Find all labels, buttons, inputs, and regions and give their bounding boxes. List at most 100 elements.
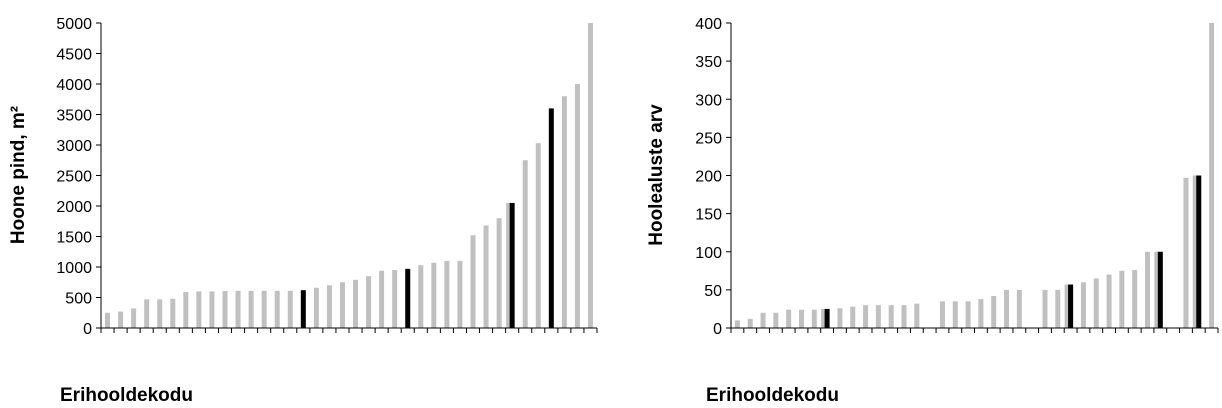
bar [248, 290, 254, 328]
bar [209, 291, 215, 328]
axes [726, 22, 1219, 333]
bar [734, 320, 740, 328]
bar [914, 303, 920, 328]
y-tick-label: 150 [695, 207, 722, 224]
bar-series [734, 23, 1215, 328]
y-tick-label: 3000 [56, 138, 92, 155]
bar [183, 292, 189, 328]
bar [1055, 289, 1061, 328]
bar-highlighted [824, 308, 830, 328]
bar-highlighted [1068, 284, 1074, 328]
bar [157, 299, 163, 328]
y-tick-label: 1500 [56, 230, 92, 247]
bar [274, 290, 280, 328]
bar [991, 295, 997, 328]
bar [952, 301, 958, 328]
bar [1132, 270, 1138, 328]
bar [1119, 270, 1125, 328]
bar [457, 260, 463, 328]
x-axis-label: Erihooldekodu [706, 385, 839, 406]
bar [287, 290, 293, 328]
y-tick-label: 2000 [56, 199, 92, 216]
bar [965, 301, 971, 328]
bar [760, 312, 766, 328]
bar [313, 287, 319, 328]
bar [339, 282, 345, 328]
y-tick-label: 350 [695, 54, 722, 71]
bar [1080, 282, 1086, 328]
bar [837, 308, 843, 328]
y-tick-label: 50 [704, 283, 722, 300]
y-tick-label: 0 [83, 321, 92, 338]
bar [1106, 274, 1112, 328]
bar [470, 235, 476, 328]
y-tick-label: 300 [695, 92, 722, 109]
bar-highlighted [1157, 251, 1163, 328]
y-tick-label: 1000 [56, 260, 92, 277]
bar [235, 290, 241, 328]
bar [888, 305, 894, 328]
bar [798, 309, 804, 328]
bar [326, 285, 332, 328]
bar [875, 305, 881, 328]
y-tick-label: 4000 [56, 77, 92, 94]
bar [587, 23, 593, 328]
axes [96, 22, 598, 333]
bar-companion [1192, 175, 1198, 328]
y-tick-label: 500 [65, 291, 92, 308]
bar [105, 312, 111, 328]
bar [1093, 278, 1099, 328]
bar [786, 309, 792, 328]
bar-companion [506, 202, 512, 328]
bar [773, 312, 779, 328]
bar [811, 309, 817, 328]
bar-companion [1064, 284, 1070, 328]
bar [522, 160, 528, 328]
bar [535, 143, 541, 328]
bar [418, 265, 424, 328]
bar-highlighted [1196, 175, 1202, 328]
bar [196, 291, 202, 328]
bar [1016, 289, 1022, 328]
bar-companion [1154, 251, 1160, 328]
bar [747, 318, 753, 328]
bar [483, 225, 489, 328]
bar [1004, 289, 1010, 328]
bar [496, 218, 502, 328]
bar [1183, 177, 1189, 328]
chart-building-area: 0 500 1000 1500 2000 2500 3000 3500 4000 4500 5000… [8, 16, 598, 406]
bar-companion [821, 308, 827, 328]
bar [366, 276, 372, 328]
y-tick-label: 4500 [56, 47, 92, 64]
bar [170, 298, 176, 328]
y-tick-label: 5000 [56, 16, 92, 33]
y-tick-label: 200 [695, 169, 722, 186]
bar [261, 290, 267, 328]
y-tick-label: 250 [695, 130, 722, 147]
bar [901, 305, 907, 328]
chart-residents-count: 0 50 100 150 200 250 300 350 400 Hoolealuste arv… [646, 16, 1219, 406]
bar [1042, 289, 1048, 328]
bar [144, 299, 150, 328]
bar [444, 260, 450, 328]
bar [978, 299, 984, 328]
bar [850, 306, 856, 328]
x-axis-label: Erihooldekodu [60, 385, 193, 406]
y-tick-label: 2500 [56, 169, 92, 186]
bar [118, 311, 124, 328]
bar [392, 270, 398, 328]
bar [131, 308, 137, 328]
bar-highlighted [405, 268, 411, 328]
bar-highlighted [509, 202, 515, 328]
bar-highlighted [548, 108, 554, 329]
bar [561, 96, 567, 328]
bar [574, 84, 580, 328]
y-tick-labels: 0 50 100 150 200 250 300 350 400 [695, 16, 722, 338]
y-axis-label: Hoolealuste arv [646, 104, 667, 246]
y-tick-label: 3500 [56, 108, 92, 125]
bar [1209, 23, 1215, 328]
bar [1145, 251, 1151, 328]
bar [863, 305, 869, 328]
bar [353, 279, 359, 328]
y-tick-label: 100 [695, 245, 722, 262]
